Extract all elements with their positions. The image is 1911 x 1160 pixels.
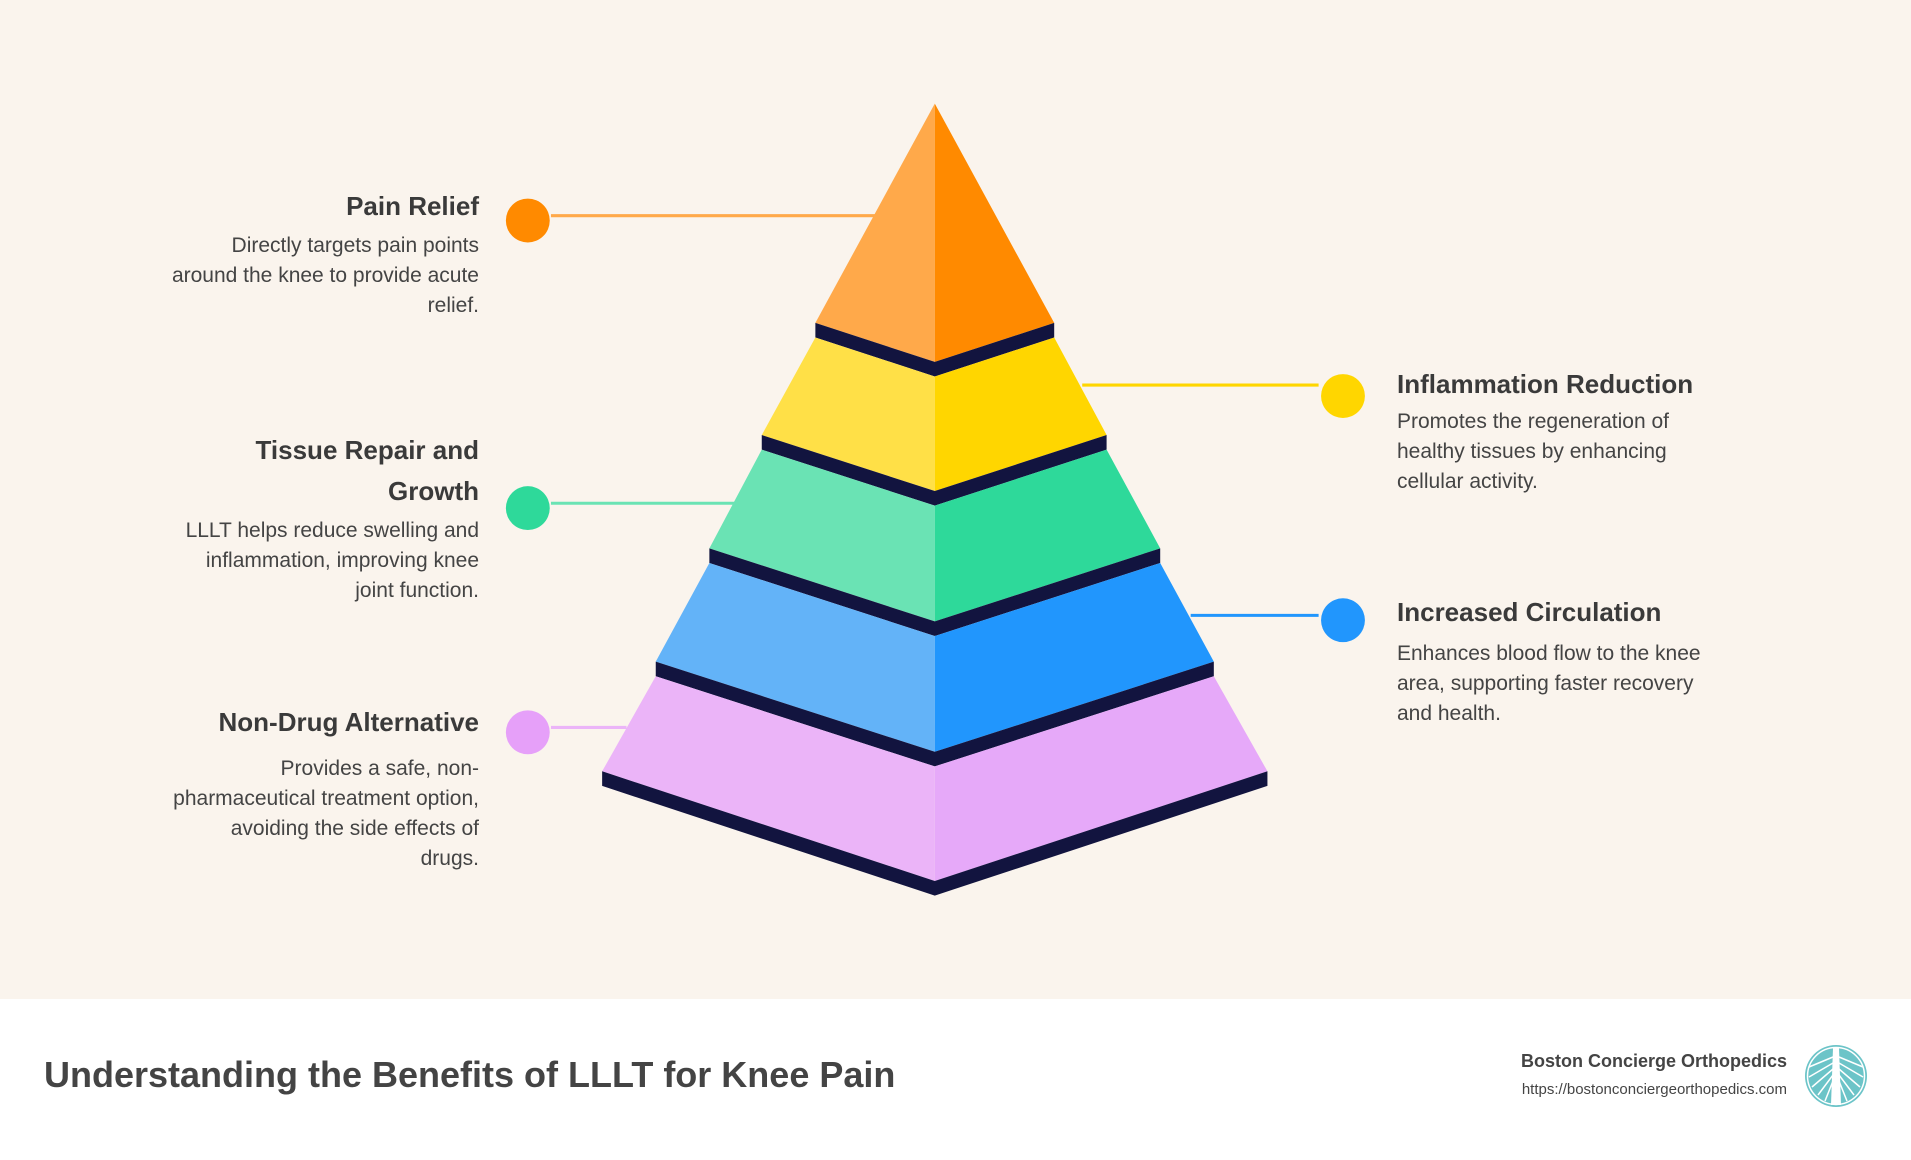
text-line: inflammation, improving knee [205, 549, 479, 572]
layer-blue-right [934, 562, 1214, 752]
non-drug-description: Provides a safe, non- pharmaceutical tre… [173, 754, 479, 874]
layer-green-right [934, 449, 1161, 622]
layer-purple-right [934, 676, 1268, 881]
marker-pain-relief [505, 198, 550, 243]
text-line: joint function. [355, 579, 479, 602]
text-line: around the knee to provide acute [171, 264, 479, 287]
tissue-repair-description: LLLT helps reduce swelling and inflammat… [186, 516, 479, 606]
text-line: Tissue Repair and [255, 435, 480, 465]
layer-yellow-left [761, 337, 935, 492]
text-line: Promotes the regeneration of [1397, 410, 1669, 433]
layer-purple-left [602, 676, 935, 881]
text-line: pharmaceutical treatment option, [173, 787, 479, 810]
bridge-tower-icon [1805, 1045, 1867, 1107]
text-line: Enhances blood flow to the knee [1397, 642, 1701, 665]
pain-relief-title: Pain Relief [346, 191, 479, 221]
tissue-repair-title: Tissue Repair and Growth [256, 430, 480, 512]
text-line: LLLT helps reduce swelling and [185, 519, 479, 542]
inflammation-title: Inflammation Reduction [1397, 369, 1694, 399]
band-1 [815, 322, 1055, 377]
marker-inflammation [1321, 374, 1365, 418]
layer-orange-left [815, 103, 935, 362]
circulation-title: Increased Circulation [1397, 597, 1662, 627]
text-line: Provides a safe, non- [280, 757, 479, 780]
marker-non-drug [505, 710, 550, 755]
band-2 [761, 435, 1107, 506]
text-line: and health. [1397, 702, 1501, 725]
page-title: Understanding the Benefits of LLLT for K… [44, 1054, 896, 1095]
layer-green-left [709, 449, 935, 622]
layer-yellow-right [934, 337, 1107, 492]
text-line: cellular activity. [1397, 470, 1538, 493]
text-line: relief. [427, 294, 479, 317]
circulation-description: Enhances blood flow to the knee area, su… [1397, 639, 1701, 729]
text-line: Directly targets pain points [231, 234, 479, 257]
inflammation-description: Promotes the regeneration of healthy tis… [1397, 407, 1669, 497]
company-name: Boston Concierge Orthopedics [1520, 1051, 1787, 1071]
footer [0, 999, 1911, 1160]
text-line: area, supporting faster recovery [1397, 672, 1694, 695]
layer-orange-right [934, 103, 1055, 362]
layer-blue-left [655, 562, 935, 752]
text-line: drugs. [420, 847, 479, 870]
text-line: Growth [388, 476, 479, 506]
marker-circulation [1321, 598, 1365, 643]
pain-relief-description: Directly targets pain points around the … [172, 231, 479, 321]
text-line: healthy tissues by enhancing [1397, 440, 1667, 463]
marker-tissue-repair [505, 486, 550, 531]
company-url: https://bostonconciergeorthopedics.com [1521, 1081, 1787, 1098]
text-line: avoiding the side effects of [230, 817, 479, 840]
non-drug-title: Non-Drug Alternative [218, 707, 480, 737]
